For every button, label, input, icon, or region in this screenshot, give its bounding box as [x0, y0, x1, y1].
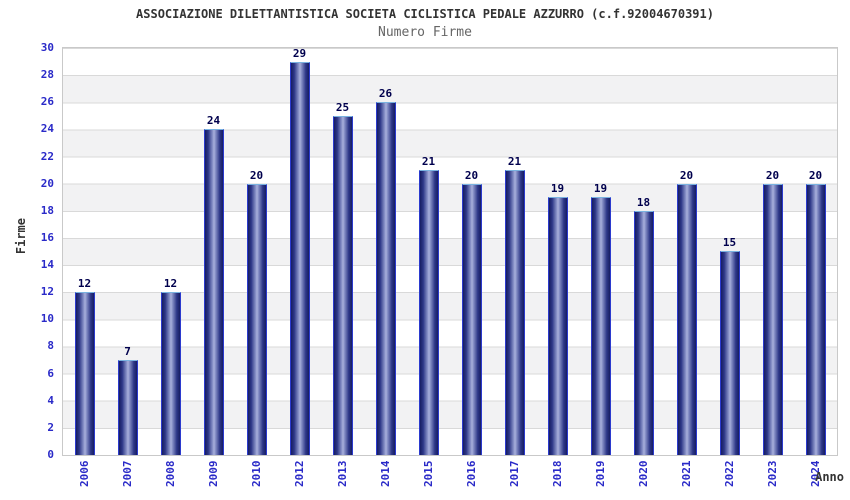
bar-2008: [160, 292, 181, 455]
x-tick-label: 2022: [723, 461, 736, 488]
y-tick-label: 6: [47, 366, 54, 380]
bar-value-label: 24: [206, 114, 221, 127]
y-tick-label: 4: [47, 393, 54, 407]
y-tick-label: 26: [40, 95, 54, 109]
x-tick-label: 2016: [465, 461, 478, 488]
bar-value-label: 21: [507, 155, 522, 168]
y-tick-label: 22: [40, 149, 54, 163]
x-tick-label: 2023: [766, 461, 779, 488]
y-tick-label: 12: [40, 285, 54, 299]
x-tick-label: 2020: [637, 461, 650, 488]
y-tick-label: 18: [40, 203, 54, 217]
bar-2016: [461, 184, 482, 455]
bar-value-label: 20: [808, 169, 823, 182]
plot-area: 12 7 12 24 20 29 25 26 21 20 21 19 19 18 20 15 20 20: [62, 47, 838, 456]
bar-value-label: 20: [679, 169, 694, 182]
bar-2010: [246, 184, 267, 455]
bar-2012: [289, 62, 310, 455]
bar-2019: [590, 197, 611, 455]
y-tick-label: 10: [40, 312, 54, 326]
bar-value-label: 26: [378, 87, 393, 100]
bar-value-label: 7: [124, 345, 131, 358]
bar-2015: [418, 170, 439, 455]
x-tick-label: 2008: [164, 461, 177, 488]
bar-2024: [805, 184, 826, 455]
x-tick-label: 2012: [293, 461, 306, 488]
chart-subtitle: Numero Firme: [378, 25, 472, 40]
x-tick-label: 2014: [379, 461, 392, 488]
bar-2009: [203, 129, 224, 455]
y-tick-label: 2: [47, 420, 54, 434]
bar-2013: [332, 116, 353, 455]
y-tick-label: 30: [40, 41, 54, 54]
y-tick-label: 20: [40, 176, 54, 190]
bar-value-label: 20: [765, 169, 780, 182]
y-tick-label: 14: [40, 258, 54, 272]
x-tick-label: 2009: [207, 461, 220, 488]
x-tick-label: 2013: [336, 461, 349, 488]
bar-2017: [504, 170, 525, 455]
bar-2007: [117, 360, 138, 455]
y-tick-label: 0: [47, 448, 54, 461]
y-tick-label: 24: [40, 122, 54, 136]
bar-value-label: 12: [163, 277, 178, 290]
y-tick-label: 16: [40, 230, 54, 244]
x-tick-label: 2021: [680, 461, 693, 488]
bar-2023: [762, 184, 783, 455]
bar-value-label: 20: [249, 169, 264, 182]
bar-value-label: 12: [77, 277, 92, 290]
bar-2018: [547, 197, 568, 455]
bar-value-label: 20: [464, 169, 479, 182]
bar-2014: [375, 102, 396, 455]
bar-value-label: 25: [335, 101, 350, 114]
x-axis-title: Anno: [815, 470, 844, 484]
y-tick-label: 8: [47, 339, 54, 353]
bar-value-label: 21: [421, 155, 436, 168]
bar-value-label: 29: [292, 47, 307, 60]
bar-2022: [719, 251, 740, 455]
bar-2021: [676, 184, 697, 455]
y-tick-label: 28: [40, 68, 54, 82]
bar-value-label: 19: [550, 182, 565, 195]
bar-2020: [633, 211, 654, 455]
y-axis-title: Firme: [14, 218, 28, 255]
bar-value-label: 18: [636, 196, 651, 209]
bar-2006: [74, 292, 95, 455]
x-tick-label: 2006: [78, 461, 91, 488]
bar-value-label: 15: [722, 236, 737, 249]
x-tick-label: 2010: [250, 461, 263, 488]
x-tick-label: 2017: [508, 461, 521, 488]
x-tick-label: 2018: [551, 461, 564, 488]
bar-value-label: 19: [593, 182, 608, 195]
x-tick-label: 2007: [121, 461, 134, 488]
x-tick-label: 2019: [594, 461, 607, 488]
x-tick-label: 2015: [422, 461, 435, 488]
chart-title: ASSOCIAZIONE DILETTANTISTICA SOCIETA CIC…: [136, 7, 714, 21]
